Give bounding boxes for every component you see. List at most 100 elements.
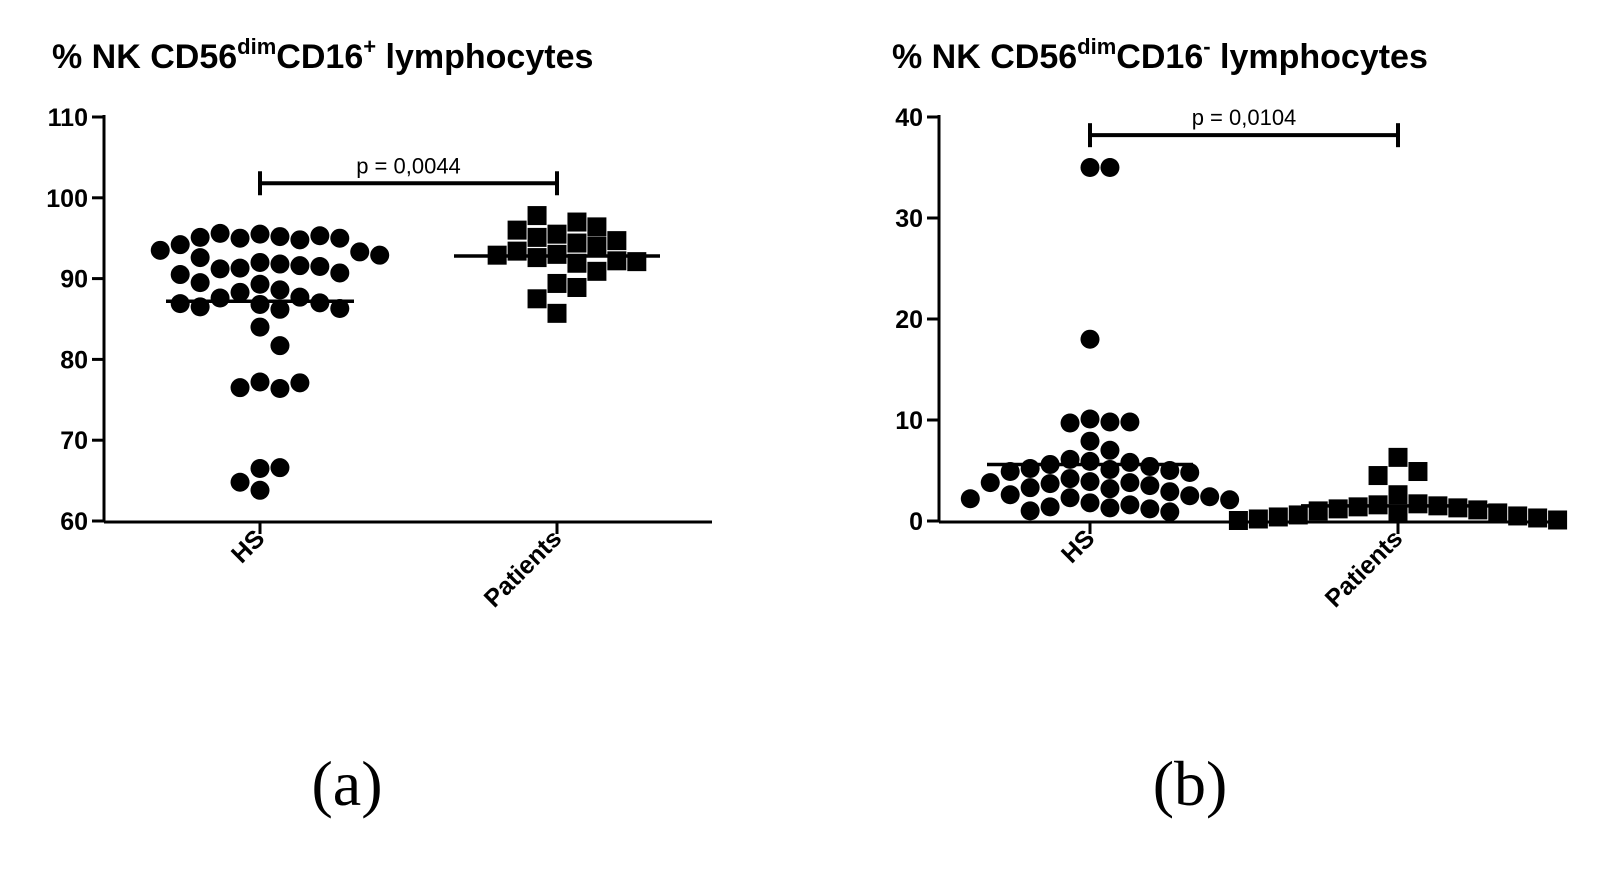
panel-label-b: (b) [1153,748,1228,819]
chart-a-point-patients [527,227,547,247]
chart-a-ytick-label: 60 [60,508,88,536]
chart-b-point-patients [1508,506,1528,526]
chart-a-point-patients [587,217,607,237]
chart-b-point-patients [1228,510,1248,530]
chart-a-y-ticks: 60 70 80 90 100 110 [46,104,104,536]
chart-b-point-patients [1248,509,1268,529]
chart-a-point-patients [507,241,527,261]
chart-b-means [987,462,1495,508]
chart-b-ytick-label: 10 [895,407,923,435]
chart-a-point-hs [290,230,310,250]
chart-b-point-hs [1080,158,1100,177]
chart-a-point-hs [230,228,250,248]
chart-b-point-patients [1268,507,1288,527]
chart-b-point-hs [1120,495,1140,515]
chart-b-point-patients [1388,485,1408,505]
chart-a-point-hs [250,480,270,500]
chart-a-point-patients [507,220,527,240]
chart-b-point-hs [1140,456,1160,476]
chart-a-point-hs [270,336,290,356]
chart-a-point-hs [310,256,330,276]
chart-a: % NK CD56dimCD16+ lymphocytes 60 70 80 90 10… [46,34,712,819]
chart-b-point-hs [1200,487,1220,507]
chart-b-y-ticks: 0 10 20 30 40 [895,104,939,536]
chart-a-point-patients [527,289,547,309]
chart-a-point-hs [150,240,170,260]
chart-a-point-hs [210,223,230,243]
chart-a-point-patients [567,277,587,297]
chart-b-title: % NK CD56dimCD16- lymphocytes [892,34,1428,76]
chart-a-point-patients [607,231,627,251]
chart-a-point-hs [170,294,190,314]
chart-a-point-hs [170,265,190,285]
chart-a-point-hs [250,274,270,294]
chart-b-point-hs [1000,462,1020,482]
chart-a-ytick-label: 80 [60,346,88,374]
chart-a-point-patients [527,206,547,226]
chart-a-point-hs [250,294,270,314]
chart-b-point-hs [1160,482,1180,502]
chart-b-point-hs [1080,472,1100,492]
chart-b-point-hs [1060,488,1080,508]
chart-b-point-hs [1120,473,1140,493]
chart-a-point-hs [270,227,290,247]
chart-b-point-patients [1328,499,1348,519]
chart-b-point-hs [1060,469,1080,489]
chart-b-point-hs [1020,478,1040,498]
chart-a-ytick-label: 110 [48,104,88,132]
chart-b-points [960,158,1568,530]
chart-b-p-value: p = 0,0104 [1192,105,1297,130]
chart-a-means [166,254,660,303]
chart-a-title: % NK CD56dimCD16+ lymphocytes [52,34,593,76]
chart-a-point-hs [290,287,310,307]
chart-a-point-hs [270,280,290,300]
chart-b-point-patients [1368,466,1388,486]
chart-a-point-patients [567,233,587,253]
chart-a-point-hs [210,259,230,279]
chart-b-point-hs [1100,440,1120,460]
chart-b-point-hs [1080,431,1100,451]
chart-b-point-hs [1080,451,1100,471]
chart-a-point-patients [547,303,567,323]
chart-a-ytick-label: 70 [60,427,88,455]
chart-a-point-hs [250,372,270,392]
chart-b-point-hs [1140,499,1160,519]
panel-label-a: (a) [311,748,382,819]
chart-a-ytick-label: 100 [46,185,88,213]
chart-a-p-value: p = 0,0044 [356,153,461,178]
chart-b-point-hs [1120,412,1140,432]
chart-a-point-hs [210,288,230,308]
chart-b-category-label: HS [1056,524,1100,568]
chart-a-categories: HS Patients [226,522,567,613]
chart-b-point-hs [1100,158,1120,177]
chart-a-point-patients [607,251,627,271]
chart-a-point-hs [270,458,290,478]
chart-b-point-hs [1140,476,1160,496]
chart-a-point-patients [587,236,607,256]
chart-b-point-hs [1220,490,1240,510]
chart-b-point-hs [1080,493,1100,513]
chart-a-point-hs [190,227,210,247]
chart-b-point-hs [1180,486,1200,506]
chart-b-point-hs [1120,452,1140,472]
chart-b-point-hs [960,489,980,509]
chart-b-point-patients [1468,500,1488,520]
chart-b: % NK CD56dimCD16- lymphocytes 010203040 … [892,34,1568,819]
chart-b-point-hs [1100,412,1120,432]
chart-a-significance: p = 0,0044 [258,153,559,196]
chart-a-category-label: Patients [479,524,568,613]
chart-a-point-hs [290,256,310,276]
chart-a-point-hs [290,373,310,393]
chart-a-point-hs [250,224,270,244]
chart-b-point-patients [1488,503,1508,523]
chart-b-ytick-label: 0 [909,508,923,536]
chart-a-points [150,206,647,500]
chart-b-point-hs [1100,479,1120,499]
chart-b-point-hs [1160,502,1180,522]
chart-a-point-hs [250,252,270,272]
chart-a-point-hs [330,263,350,283]
chart-a-point-patients [567,212,587,232]
chart-b-ytick-label: 30 [895,205,923,233]
chart-b-ytick-label: 40 [895,104,923,132]
